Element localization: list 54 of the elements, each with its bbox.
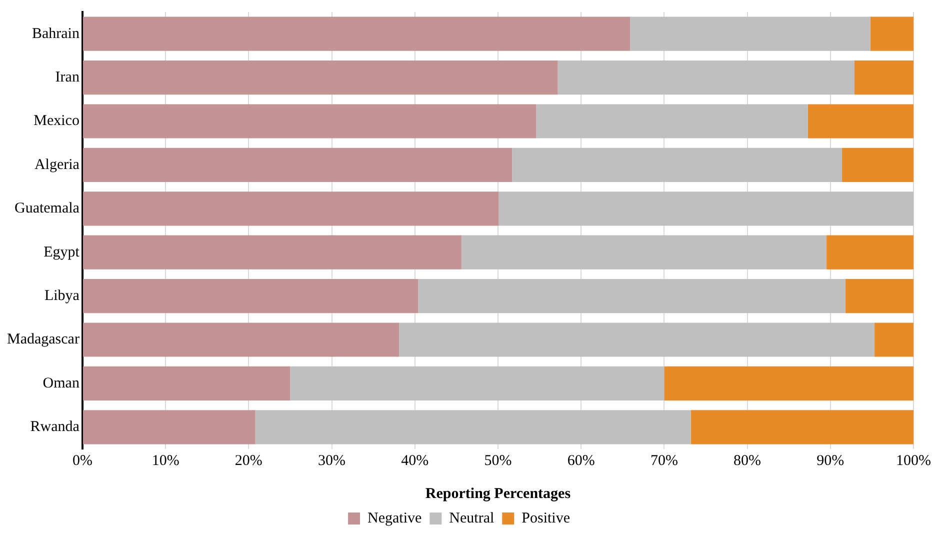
y-tick-label: Rwanda [30, 419, 80, 436]
bar [870, 16, 914, 51]
x-tick-label: 80% [734, 452, 762, 469]
bar [82, 235, 462, 270]
bar [854, 60, 914, 95]
bar [874, 322, 914, 357]
bar [808, 104, 914, 138]
y-tick-label: Iran [55, 69, 80, 86]
bar [82, 192, 499, 226]
bar [512, 148, 842, 182]
bar [82, 148, 512, 182]
y-tick-label: Algeria [34, 156, 80, 173]
bar [845, 279, 914, 314]
x-axis-title: Reporting Percentages [425, 486, 571, 502]
x-tick-label: 60% [567, 452, 595, 469]
y-tick-label: Guatemala [14, 200, 80, 217]
x-tick-label: 90% [816, 452, 844, 469]
bar [461, 235, 826, 270]
y-tick-label: Egypt [44, 244, 80, 260]
x-tick-label: 0% [72, 452, 92, 469]
legend-label: Neutral [449, 510, 494, 526]
bar [630, 16, 870, 51]
bar [536, 104, 808, 138]
x-tick-label: 20% [234, 452, 262, 469]
bar [82, 16, 630, 51]
bar [690, 410, 914, 444]
x-tick-label: 100% [896, 452, 931, 469]
legend-label: Negative [368, 510, 422, 526]
x-tick-label: 50% [484, 452, 512, 469]
bar [842, 148, 914, 182]
bar [255, 410, 691, 444]
bar [82, 366, 290, 400]
y-tick-label: Oman [42, 375, 80, 392]
bar [290, 366, 664, 400]
x-tick-label: 70% [650, 452, 678, 469]
x-tick-label: 10% [152, 452, 180, 469]
bar [82, 279, 418, 314]
bar [826, 235, 914, 270]
bar [82, 104, 536, 138]
bar [82, 60, 558, 95]
bar [558, 60, 854, 95]
bar [418, 279, 846, 314]
bar [498, 192, 914, 226]
y-tick-label: Libya [44, 288, 80, 304]
legend-label: Positive [522, 510, 570, 526]
bar [82, 322, 400, 357]
x-tick-label: 40% [401, 452, 429, 469]
y-tick-label: Mexico [34, 113, 80, 130]
y-tick-label: Bahrain [32, 26, 80, 42]
bar [664, 366, 914, 400]
x-tick-label: 30% [318, 452, 346, 469]
y-tick-label: Madagascar [6, 332, 80, 348]
bar [82, 410, 256, 444]
bar [399, 322, 874, 357]
